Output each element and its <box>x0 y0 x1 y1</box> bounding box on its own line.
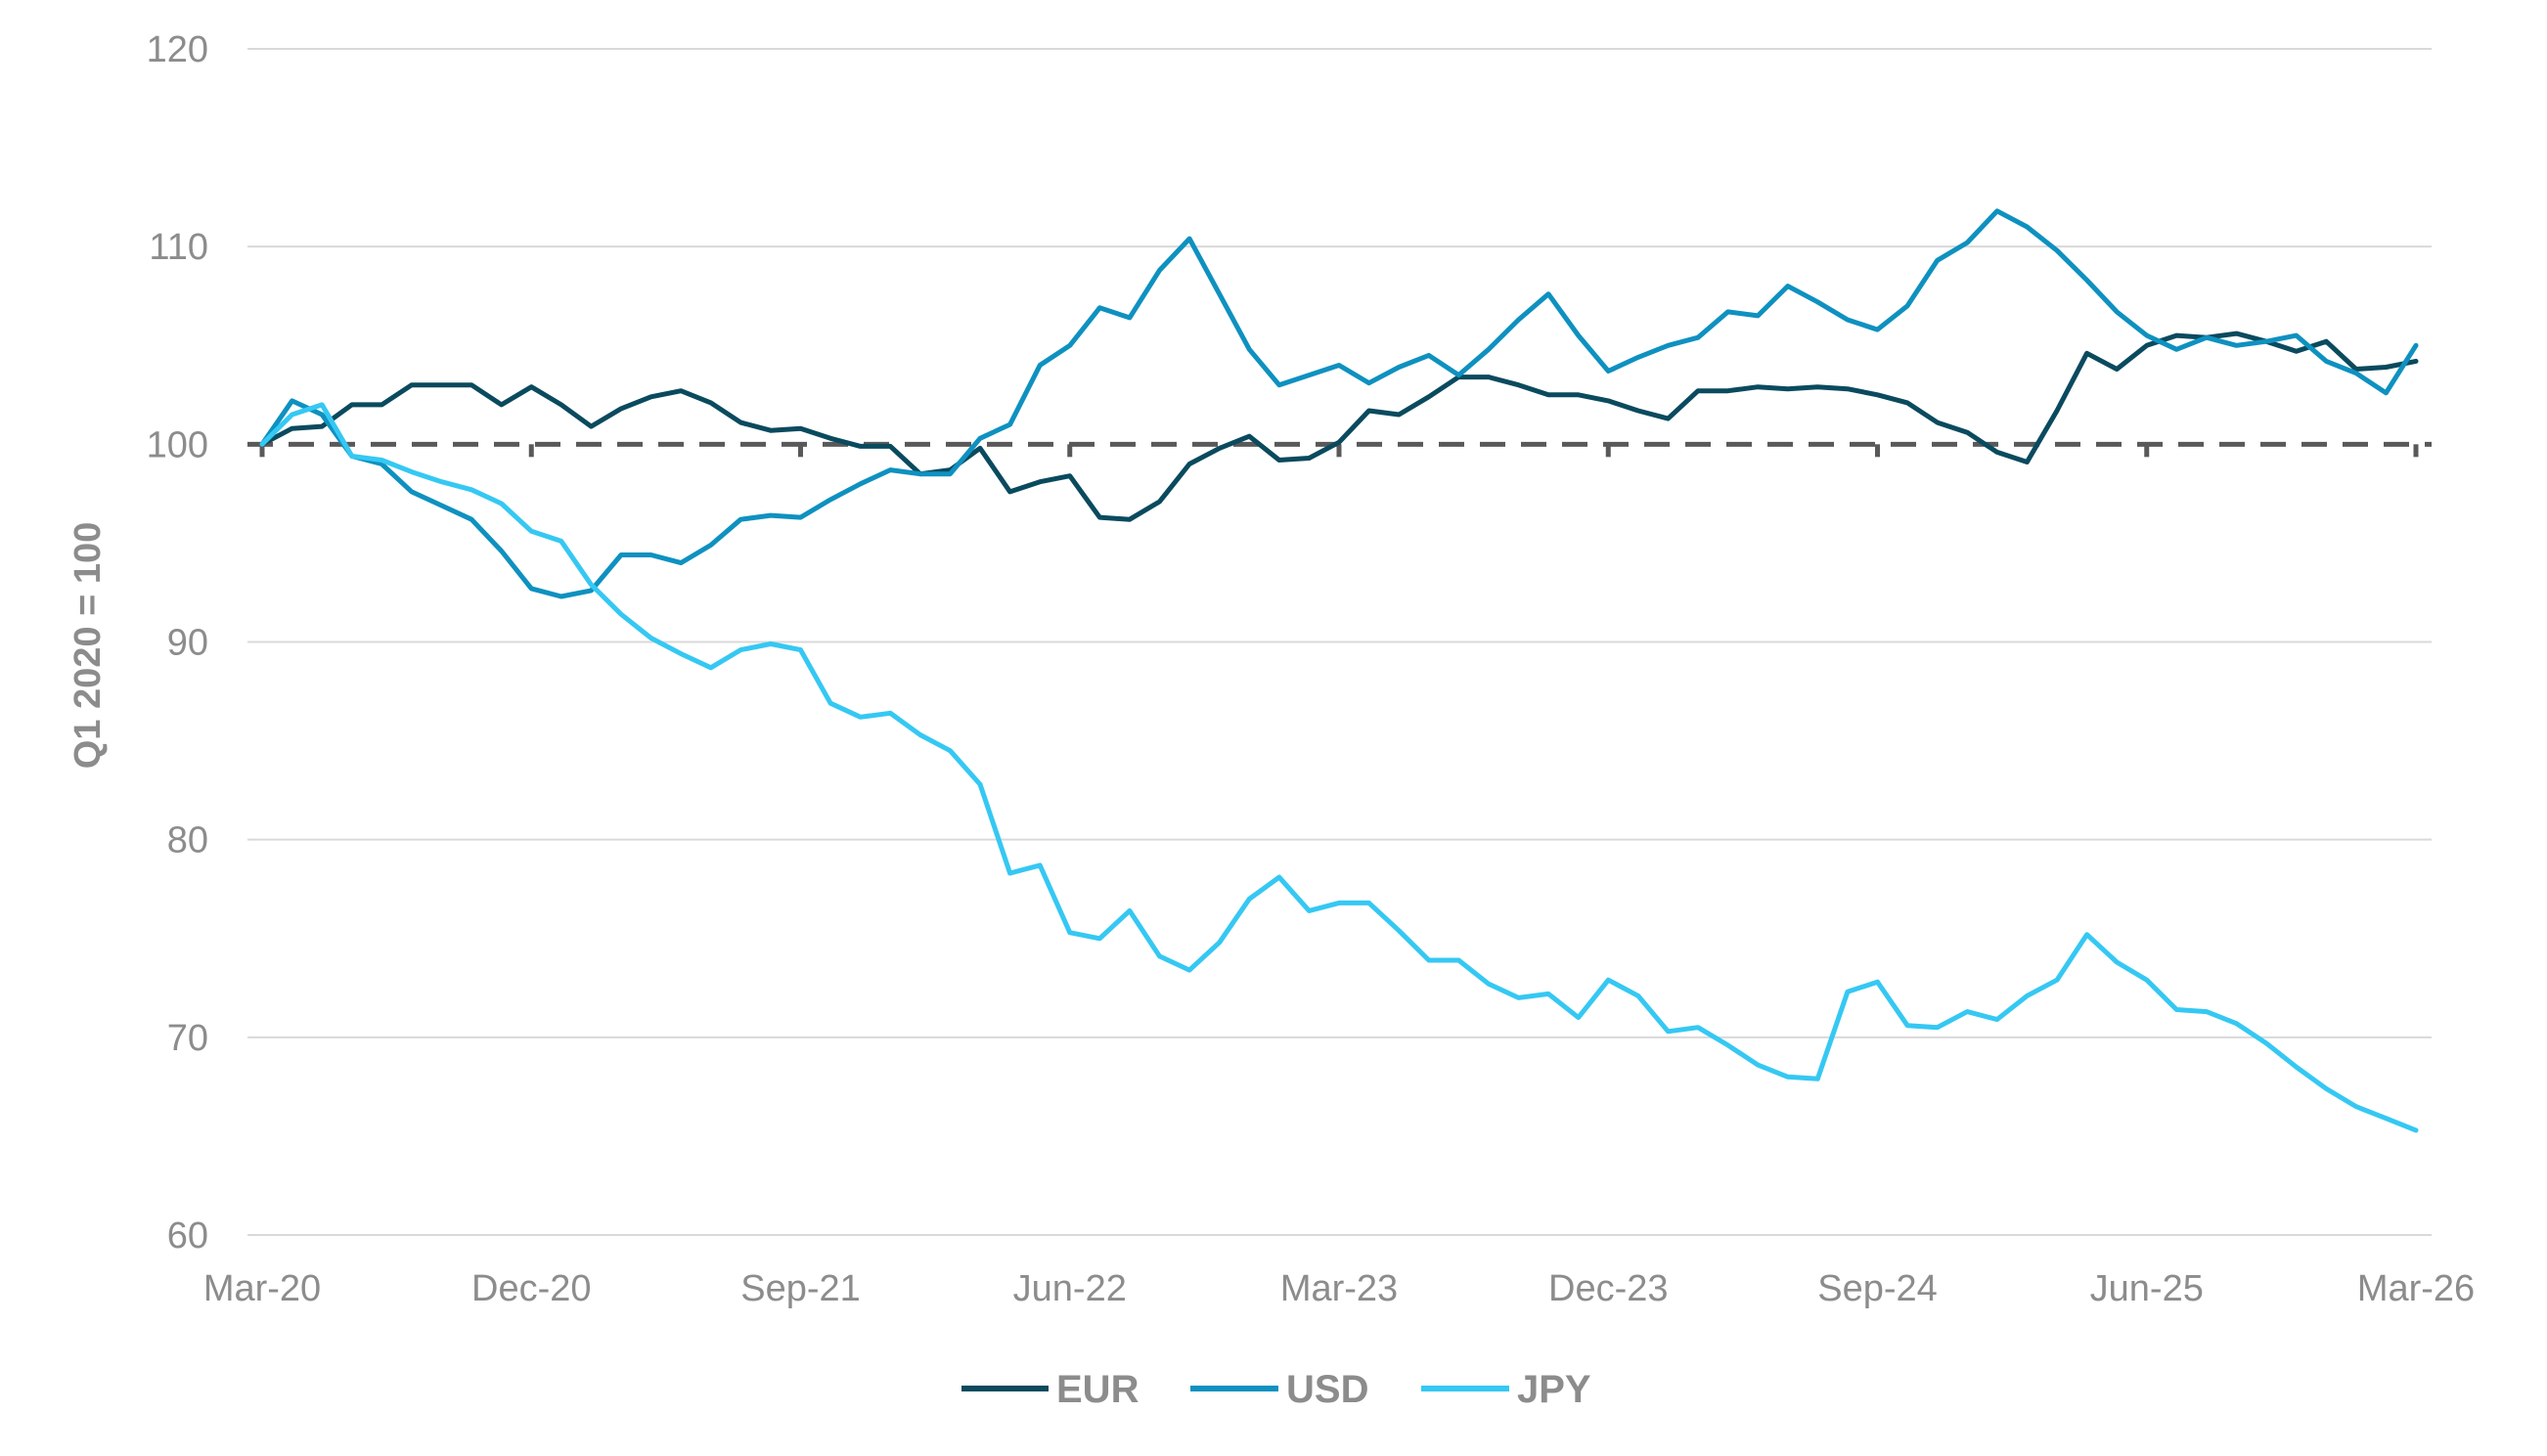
y-tick-label: 100 <box>147 424 208 465</box>
x-tick-label: Jun-22 <box>1013 1268 1127 1309</box>
reference-line-group <box>247 441 2432 458</box>
y-tick-label: 110 <box>149 227 208 268</box>
series-lines <box>259 208 2419 1133</box>
x-tick-label: Mar-23 <box>1280 1268 1398 1309</box>
y-tick-label: 60 <box>167 1215 208 1257</box>
legend-label-eur: EUR <box>1056 1368 1139 1411</box>
series-line-jpy <box>259 402 2419 1133</box>
x-tick-label: Sep-21 <box>740 1268 861 1309</box>
legend-label-jpy: JPY <box>1517 1368 1591 1411</box>
x-tick-label: Dec-20 <box>471 1268 592 1309</box>
y-axis-title: Q1 2020 = 100 <box>67 522 109 770</box>
series-line-usd <box>259 208 2419 599</box>
y-axis-ticks: 60 70 80 90 100 110 120 <box>147 29 208 1257</box>
x-axis-ticks: Mar-20 Dec-20 Sep-21 Jun-22 Mar-23 Dec-23 Sep-… <box>203 1268 2475 1309</box>
x-tick-label: Mar-20 <box>203 1268 321 1309</box>
x-tick-label: Mar-26 <box>2357 1268 2475 1309</box>
x-tick-label: Sep-24 <box>1817 1268 1938 1309</box>
y-tick-label: 70 <box>167 1018 208 1059</box>
x-tick-label: Dec-23 <box>1548 1268 1669 1309</box>
y-tick-label: 90 <box>167 623 208 664</box>
y-tick-label: 80 <box>167 820 208 861</box>
legend-label-usd: USD <box>1286 1368 1368 1411</box>
x-tick-label: Jun-25 <box>2090 1268 2204 1309</box>
series-line-eur <box>259 331 2419 522</box>
gridlines <box>247 48 2432 1236</box>
y-tick-label: 120 <box>147 29 208 70</box>
legend: EUR USD JPY <box>961 1368 1591 1411</box>
